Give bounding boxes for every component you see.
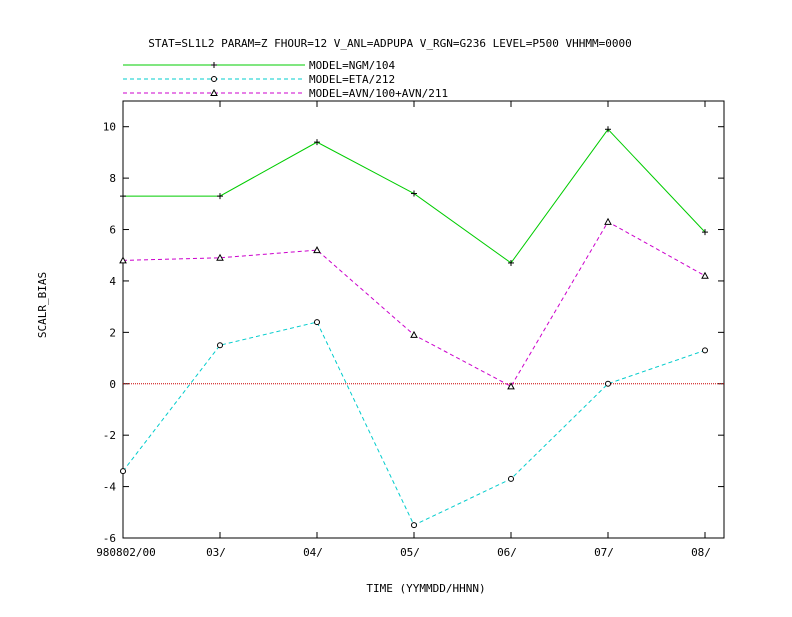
data-point (508, 259, 514, 266)
y-tick-label: 2 (109, 326, 116, 339)
data-point (410, 330, 418, 338)
y-tick-label: -2 (103, 429, 116, 442)
y-tick-label: -4 (103, 481, 117, 494)
chart-title: STAT=SL1L2 PARAM=Z FHOUR=12 V_ANL=ADPUPA… (148, 37, 631, 50)
y-axis-label: SCALR_BIAS (36, 272, 49, 338)
y-tick-label: 4 (109, 275, 116, 288)
data-point (507, 382, 515, 390)
legend-label: MODEL=ETA/212 (309, 73, 395, 86)
legend-label: MODEL=NGM/104 (309, 59, 395, 72)
plot-frame (122, 100, 725, 539)
data-point (216, 253, 224, 261)
x-tick-label: 08/ (691, 546, 711, 559)
series-line (122, 221, 706, 388)
x-tick-label: 07/ (594, 546, 614, 559)
data-point (411, 522, 417, 529)
legend-label: MODEL=AVN/100+AVN/211 (309, 87, 448, 100)
x-tick-label: 03/ (206, 546, 226, 559)
data-point (604, 217, 612, 225)
y-tick-label: 6 (109, 224, 116, 237)
x-tick-label: 04/ (303, 546, 323, 559)
data-point (120, 468, 126, 475)
data-point (701, 271, 709, 279)
data-point (314, 319, 320, 326)
x-tick-label: 06/ (497, 546, 517, 559)
plot-area (119, 126, 724, 529)
data-point (605, 126, 611, 133)
series-group (120, 319, 708, 529)
x-tick-label: 980802/00 (96, 546, 156, 559)
data-point (119, 256, 127, 264)
data-point (702, 347, 708, 354)
y-tick-label: 10 (103, 121, 116, 134)
data-point (120, 193, 126, 200)
data-point (411, 190, 417, 197)
legend-marker (211, 62, 217, 68)
data-point (314, 139, 320, 146)
axes: -6 -4 -2 0 2 4 6 8 10 980802/00 03/04/05/06/07/08/ (96, 100, 725, 559)
data-point (702, 229, 708, 236)
y-tick-label: 0 (109, 378, 116, 391)
legend: MODEL=NGM/104MODEL=ETA/212MODEL=AVN/100+… (123, 59, 448, 100)
x-tick-label: 05/ (400, 546, 420, 559)
series-line (122, 321, 706, 526)
data-point (313, 246, 321, 254)
data-point (217, 193, 223, 200)
y-tick-label: -6 (103, 532, 116, 545)
data-point (508, 475, 514, 482)
series-group (120, 126, 708, 266)
y-tick-label: 8 (109, 172, 116, 185)
data-point (605, 380, 611, 387)
legend-marker (210, 88, 218, 96)
series-group (119, 217, 709, 390)
x-axis-label: TIME (YYMMDD/HHNN) (366, 582, 485, 595)
data-point (217, 342, 223, 349)
legend-marker (211, 76, 217, 82)
